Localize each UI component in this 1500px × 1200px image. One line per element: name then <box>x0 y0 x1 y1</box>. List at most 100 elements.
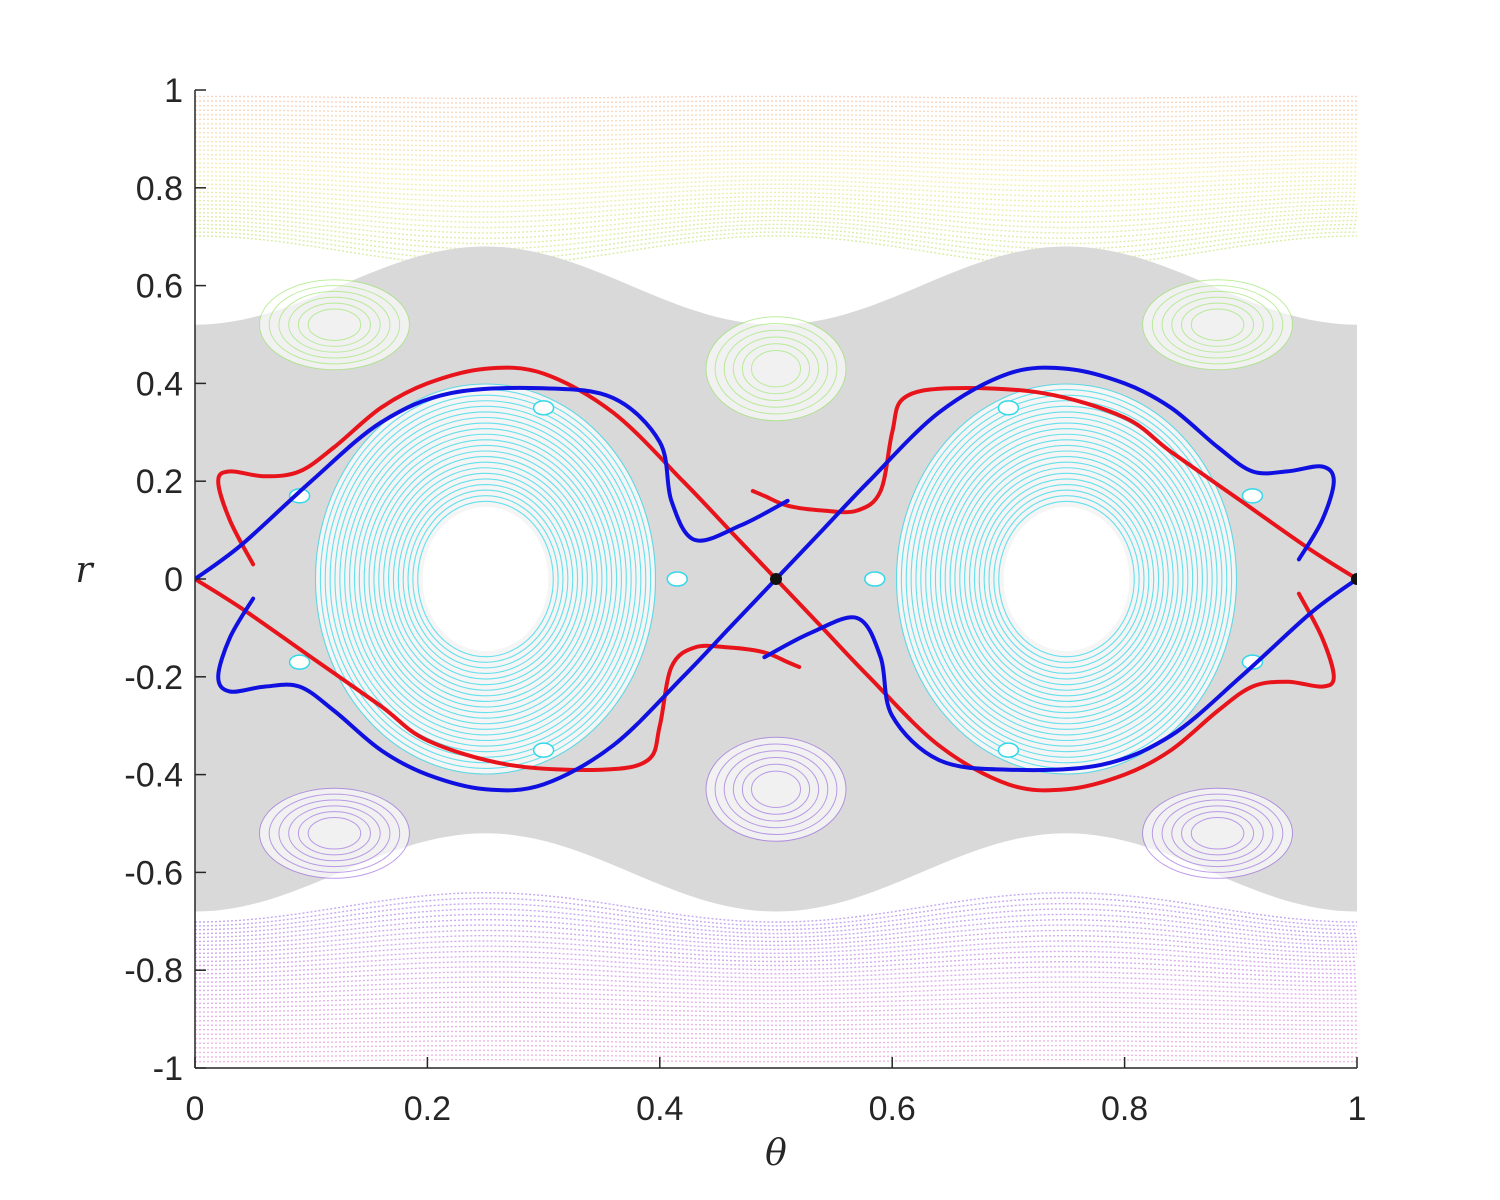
invariant-curve-top <box>195 136 1357 142</box>
x-tick-label: 1 <box>1348 1090 1367 1128</box>
invariant-curve-top <box>195 166 1357 177</box>
invariant-curve-top <box>195 158 1357 167</box>
secondary-island <box>714 743 838 836</box>
small-island <box>864 571 886 587</box>
x-ticks: 0 0.2 0.4 0.6 0.8 1 <box>186 1057 1367 1128</box>
invariant-curve-top <box>195 114 1357 118</box>
main-island-right <box>910 400 1223 758</box>
plot-area <box>195 90 1357 1068</box>
main-island-left <box>373 450 598 708</box>
secondary-island <box>741 343 811 395</box>
main-island-right <box>993 495 1140 663</box>
invariant-curve-top <box>195 162 1357 172</box>
invariant-curve-top <box>195 100 1357 104</box>
small-island <box>288 488 311 504</box>
invariant-curve-top <box>195 223 1357 250</box>
secondary-island <box>1161 799 1274 868</box>
main-island-right <box>959 456 1174 702</box>
x-tick-label: 0.8 <box>1101 1090 1148 1128</box>
small-island <box>532 400 555 416</box>
x-tick-label: 0.2 <box>404 1090 451 1128</box>
small-island <box>288 654 311 670</box>
secondary-island <box>1142 279 1294 371</box>
invariant-curve-bottom <box>195 950 1357 967</box>
secondary-island <box>705 736 847 842</box>
main-island-left <box>329 400 642 758</box>
secondary-island <box>732 336 820 401</box>
y-tick-label: -0.8 <box>124 952 183 990</box>
secondary-island <box>288 296 381 353</box>
invariant-curve-top <box>195 187 1357 203</box>
invariant-curve-bottom <box>195 996 1357 1005</box>
secondary-island <box>705 316 847 422</box>
x-axis-label: θ <box>765 1133 787 1174</box>
invariant-curve-top <box>195 235 1357 267</box>
secondary-island <box>751 770 801 808</box>
main-island-right <box>983 483 1150 675</box>
invariant-curve-top <box>195 175 1357 187</box>
secondary-island <box>258 279 410 371</box>
invariant-curve-top <box>195 109 1357 114</box>
secondary-island <box>258 787 410 879</box>
secondary-island <box>714 322 838 415</box>
invariant-curve-bottom <box>195 971 1357 983</box>
invariant-curve-bottom <box>195 1040 1357 1044</box>
y-tick-label: -0.6 <box>124 854 183 892</box>
fixed-points <box>770 573 1357 585</box>
secondary-island <box>288 805 381 862</box>
invariant-curve-bottom <box>195 891 1357 923</box>
invariant-curve-bottom <box>195 945 1357 963</box>
red-manifold-segment-1 <box>195 577 802 772</box>
y-tick-label: 0 <box>164 561 183 599</box>
x-tick-label: 0 <box>186 1090 205 1128</box>
main-island-left <box>412 495 559 663</box>
secondary-island <box>1142 787 1294 879</box>
invariant-curve-top <box>195 195 1357 213</box>
main-island-right <box>954 450 1179 708</box>
main-island-right <box>934 428 1199 730</box>
blue-manifold-segment-2 <box>762 577 1357 773</box>
main-island-right <box>925 416 1208 742</box>
main-island-right <box>920 411 1213 747</box>
main-island-left <box>387 467 584 691</box>
invariant-curve-top <box>195 179 1357 192</box>
secondary-island <box>732 757 820 822</box>
small-island <box>666 571 688 587</box>
small-island <box>1241 488 1264 504</box>
secondary-island <box>1190 308 1245 341</box>
main-island-left <box>334 405 637 753</box>
secondary-island <box>1161 290 1274 359</box>
invariant-curve-top <box>195 153 1357 162</box>
invariant-curve-bottom <box>195 1016 1357 1022</box>
main-island-left <box>363 439 608 719</box>
main-island-right <box>905 394 1228 764</box>
invariant-curve-bottom <box>195 1030 1357 1035</box>
invariant-curve-bottom <box>195 991 1357 1000</box>
y-tick-label: -0.4 <box>124 757 183 795</box>
invariant-curve-bottom <box>195 966 1357 979</box>
invariant-curve-bottom <box>195 1006 1357 1013</box>
small-island <box>1241 654 1264 670</box>
main-island-left <box>324 394 647 764</box>
invariant-curve-bottom <box>195 976 1357 987</box>
invariant-curve-top <box>195 171 1357 182</box>
main-island-left <box>383 461 588 697</box>
invariant-curve-top <box>195 104 1357 109</box>
invariant-curve-top <box>195 183 1357 198</box>
main-island-left <box>397 478 574 680</box>
invariant-curve-top <box>195 191 1357 208</box>
main-island-right <box>944 439 1189 719</box>
invariant-curve-bottom <box>195 960 1357 975</box>
small-island <box>997 400 1020 416</box>
main-island-right <box>949 444 1184 714</box>
invariant-curve-bottom <box>195 955 1357 971</box>
main-island-right <box>988 489 1145 669</box>
main-island-right <box>915 405 1218 753</box>
invariant-curve-bottom <box>195 908 1357 935</box>
invariant-curve-bottom <box>195 1035 1357 1040</box>
main-island-right <box>968 467 1165 691</box>
main-island-left <box>392 472 579 686</box>
invariant-curve-bottom <box>195 981 1357 992</box>
y-tick-label: 0.6 <box>136 268 183 306</box>
